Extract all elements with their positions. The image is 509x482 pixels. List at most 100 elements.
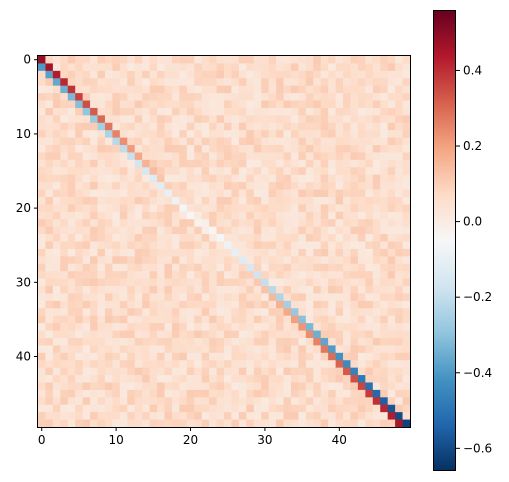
heatmap-cell [216,70,225,79]
heatmap-cell [395,271,403,279]
heatmap-cell [357,367,366,376]
heatmap-cell [67,167,76,176]
heatmap-cell [231,107,240,116]
heatmap-cell [112,256,121,265]
heatmap-cell [164,78,173,87]
heatmap-cell [372,404,381,413]
heatmap-cell [142,93,150,101]
heatmap-cell [350,241,359,250]
heatmap-cell [75,100,83,109]
heatmap-cell [276,63,284,72]
heatmap-cell [52,115,61,124]
heatmap-cell [283,404,292,413]
heatmap-cell [261,367,269,376]
heatmap-cell [313,360,322,368]
heatmap-cell [112,397,121,406]
heatmap-cell [261,256,269,265]
heatmap-cell [357,352,366,361]
heatmap-cell [283,122,292,131]
heatmap-cell [350,226,359,235]
heatmap-cell [313,174,322,183]
heatmap-cell [119,308,128,317]
heatmap-cell [290,404,299,413]
heatmap-cell [186,137,195,146]
heatmap-cell [119,241,128,250]
heatmap-cell [186,152,195,161]
heatmap-cell [104,241,113,250]
heatmap-cell [343,107,351,116]
heatmap-cell [179,337,188,346]
heatmap-cell [365,70,374,79]
heatmap-cell [45,100,54,109]
heatmap-cell [201,248,210,257]
heatmap-cell [97,219,106,228]
heatmap-cell [164,323,173,331]
heatmap-cell [216,352,225,361]
heatmap-cell [298,234,307,242]
heatmap-cell [290,137,299,146]
heatmap-cell [283,130,292,138]
heatmap-cell [52,130,61,138]
heatmap-cell [157,241,165,250]
heatmap-cell [75,375,83,383]
heatmap-cell [142,256,150,265]
heatmap-cell [194,93,203,101]
heatmap-cell [82,419,91,428]
heatmap-cell [328,256,336,265]
heatmap-cell [97,300,106,309]
heatmap-cell [60,323,69,331]
heatmap-cell [231,323,240,331]
heatmap-cell [127,196,136,205]
heatmap-cell [253,100,262,109]
heatmap-cell [231,397,240,406]
heatmap-cell [238,234,247,242]
heatmap-cell [171,174,180,183]
heatmap-cell [253,308,262,317]
heatmap-cell [149,360,158,368]
heatmap-cell [209,167,217,176]
heatmap-cell [313,404,322,413]
heatmap-cell [402,167,411,176]
heatmap-cell [179,315,188,324]
heatmap-cell [97,107,106,116]
heatmap-cell [372,93,381,101]
heatmap-cell [186,196,195,205]
heatmap-cell [283,345,292,354]
heatmap-cell [157,300,165,309]
heatmap-cell [231,300,240,309]
heatmap-cell [97,337,106,346]
heatmap-cell [216,145,225,153]
heatmap-cell [127,404,136,413]
heatmap-cell [238,93,247,101]
heatmap-cell [90,360,98,368]
heatmap-cell [52,263,61,272]
heatmap-cell [60,204,69,213]
heatmap-cell [380,159,389,168]
heatmap-cell [290,248,299,257]
heatmap-cell [82,93,91,101]
heatmap-cell [320,241,329,250]
heatmap-cell [90,323,98,331]
heatmap-cell [387,63,396,72]
heatmap-cell [142,241,150,250]
heatmap-cell [231,389,240,398]
heatmap-cell [157,115,165,124]
heatmap-cell [209,211,217,220]
heatmap-cell [343,219,351,228]
heatmap-cell [320,367,329,376]
heatmap-cell [246,389,255,398]
heatmap-cell [290,234,299,242]
heatmap-cell [313,367,322,376]
heatmap-cell [335,85,344,94]
heatmap-cell [157,382,165,391]
heatmap-cell [298,204,307,213]
heatmap-cell [395,137,403,146]
heatmap-cell [127,367,136,376]
heatmap-cell [335,293,344,302]
heatmap-cell [157,100,165,109]
heatmap-cell [268,256,277,265]
heatmap-cell [328,323,336,331]
heatmap-cell [201,263,210,272]
heatmap-cell [276,93,284,101]
heatmap-cell [171,308,180,317]
